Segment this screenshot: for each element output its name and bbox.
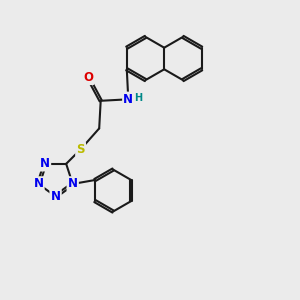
Text: N: N: [34, 177, 44, 190]
Text: N: N: [68, 177, 78, 190]
Text: N: N: [51, 190, 61, 203]
Text: N: N: [123, 93, 133, 106]
Text: N: N: [40, 157, 50, 170]
Text: S: S: [76, 143, 85, 156]
Text: O: O: [83, 71, 93, 84]
Text: H: H: [134, 93, 142, 103]
